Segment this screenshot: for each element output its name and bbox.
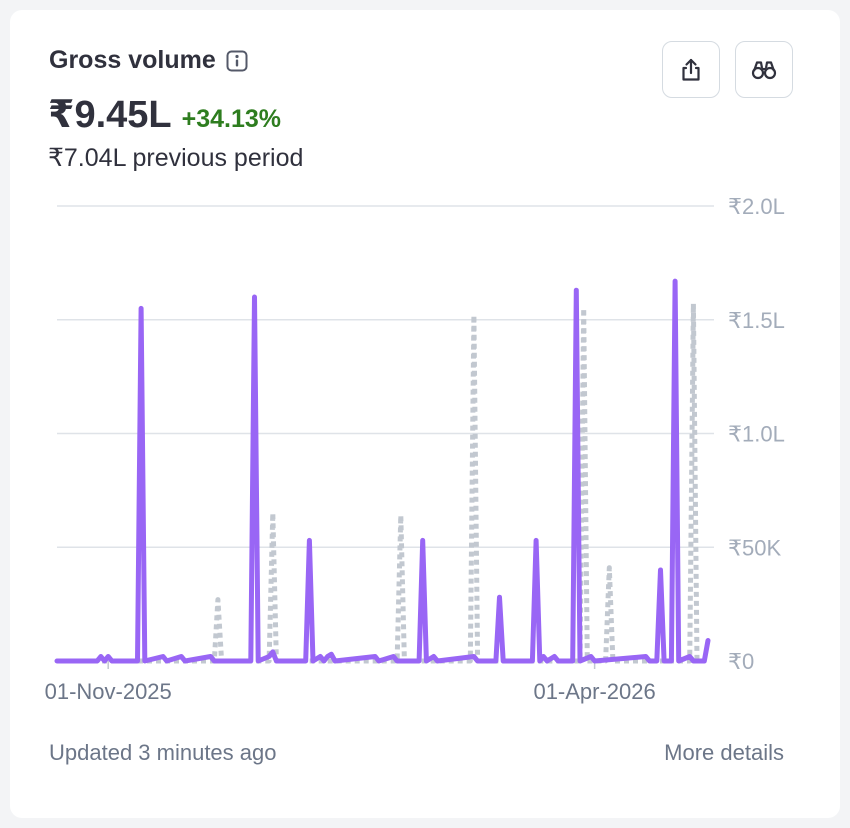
gross-volume-card: Gross volume ₹9.45L +34.13% ₹7.04L previ…: [10, 10, 840, 818]
x-tick-label: 01-Nov-2025: [45, 679, 172, 704]
binoculars-icon: [751, 60, 777, 79]
export-button[interactable]: [662, 41, 720, 98]
updated-status: Updated 3 minutes ago: [49, 740, 277, 765]
y-tick-label: ₹50K: [728, 535, 781, 560]
card-title: Gross volume: [49, 46, 216, 74]
current-period-series: [54, 278, 711, 664]
previous-period-amount: ₹7.04L previous period: [48, 144, 304, 172]
y-tick-label: ₹0: [728, 649, 754, 674]
change-percentage: +34.13%: [181, 105, 282, 133]
previous-period-series: [57, 301, 708, 664]
title-row: Gross volume: [49, 46, 248, 75]
y-tick-label: ₹1.5L: [728, 308, 785, 333]
x-tick-label: 01-Apr-2026: [533, 679, 655, 704]
info-icon[interactable]: [226, 50, 248, 72]
y-tick-label: ₹1.0L: [728, 422, 785, 447]
gross-volume-amount: ₹9.45L: [48, 94, 172, 136]
gross-volume-chart: ₹0 ₹50K ₹1.0L ₹1.5L ₹2.0L 01-Nov-2025 01-Apr-2…: [45, 194, 785, 704]
share-icon: [682, 58, 700, 81]
explore-button[interactable]: [735, 41, 793, 98]
y-tick-label: ₹2.0L: [728, 194, 785, 219]
more-details-link[interactable]: More details: [664, 740, 784, 765]
amount-row: ₹9.45L +34.13%: [48, 92, 281, 137]
